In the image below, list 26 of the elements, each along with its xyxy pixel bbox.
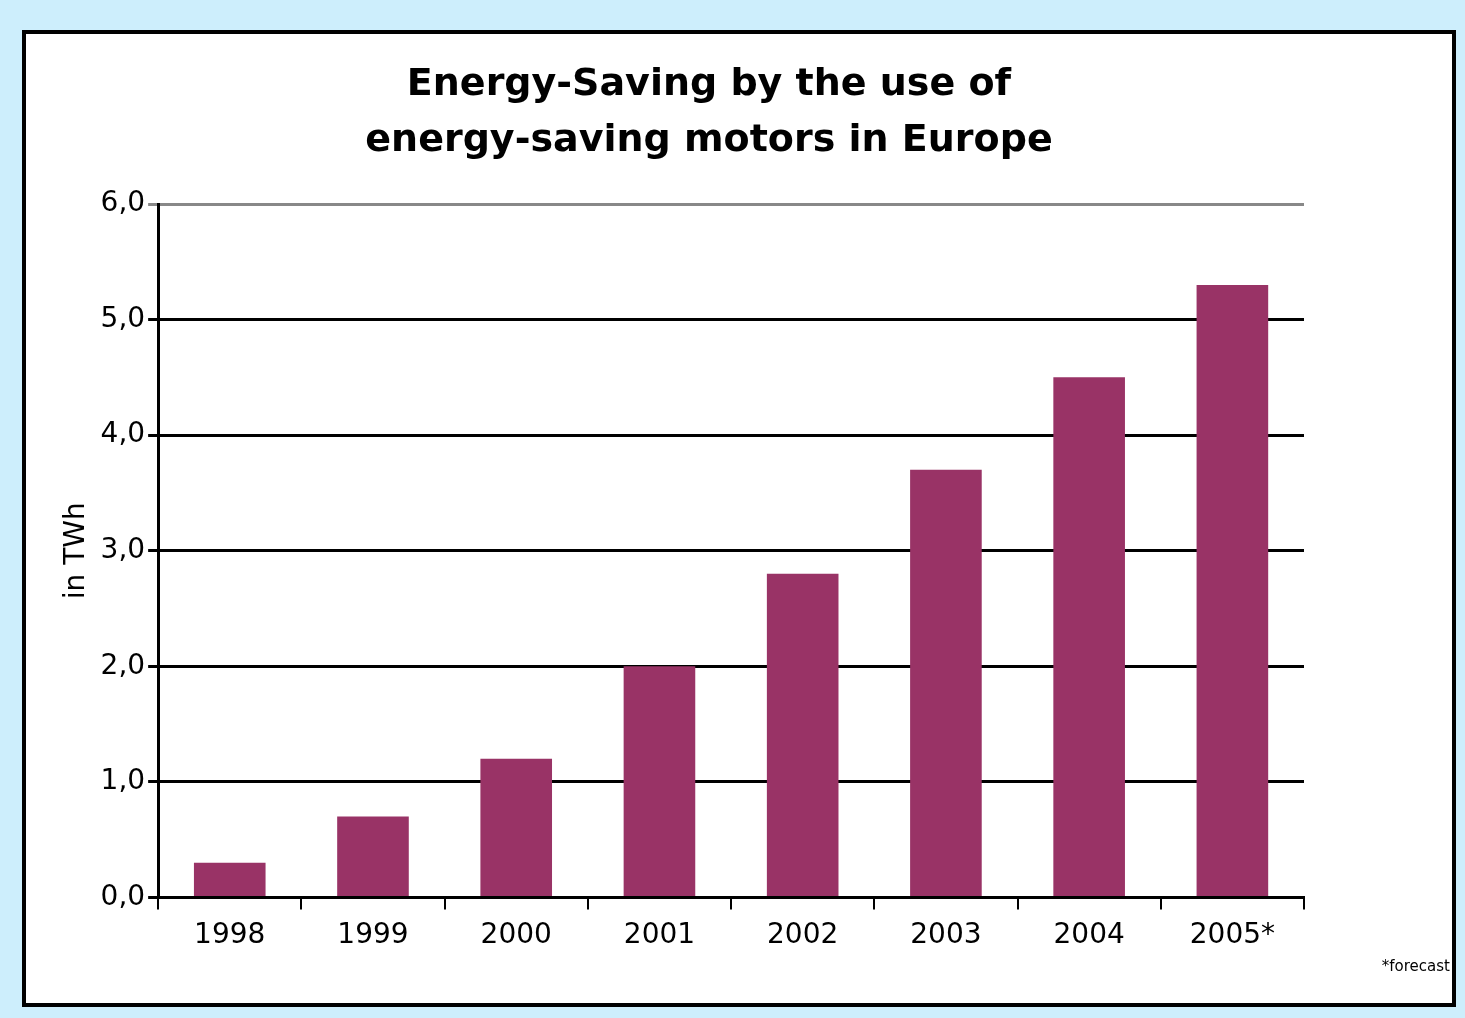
x-tick-label: 2004 <box>1053 917 1125 951</box>
x-tick-label: 2000 <box>480 917 552 951</box>
bar <box>480 758 553 896</box>
x-tick-label: 2003 <box>910 917 982 951</box>
y-tick-label: 3,0 <box>100 531 146 565</box>
y-tick-label: 4,0 <box>100 416 146 450</box>
y-tick-label: 2,0 <box>100 647 146 681</box>
y-axis-title: in TWh <box>58 502 92 600</box>
bar <box>1196 284 1269 896</box>
text: *forecast <box>1381 957 1450 975</box>
chart-title: Energy-Saving by the use of energy-saving motors in Europe <box>364 59 1054 162</box>
bar <box>337 816 409 896</box>
x-tick-label: 2001 <box>623 917 696 951</box>
y-tick-label: 6,0 <box>100 185 146 219</box>
y-tick-label: 0,0 <box>100 878 146 912</box>
y-tick-label: 5,0 <box>100 300 146 334</box>
x-tick-label: 1999 <box>337 917 409 951</box>
x-tick-label: 1998 <box>194 917 266 951</box>
bar <box>1053 377 1125 896</box>
x-tick-label: 2005* <box>1189 917 1276 951</box>
bar <box>623 666 696 896</box>
bar <box>910 469 982 896</box>
x-tick-label: 2002 <box>767 917 839 951</box>
bar <box>766 573 839 896</box>
bar <box>193 862 266 896</box>
y-tick-label: 1,0 <box>100 763 146 797</box>
